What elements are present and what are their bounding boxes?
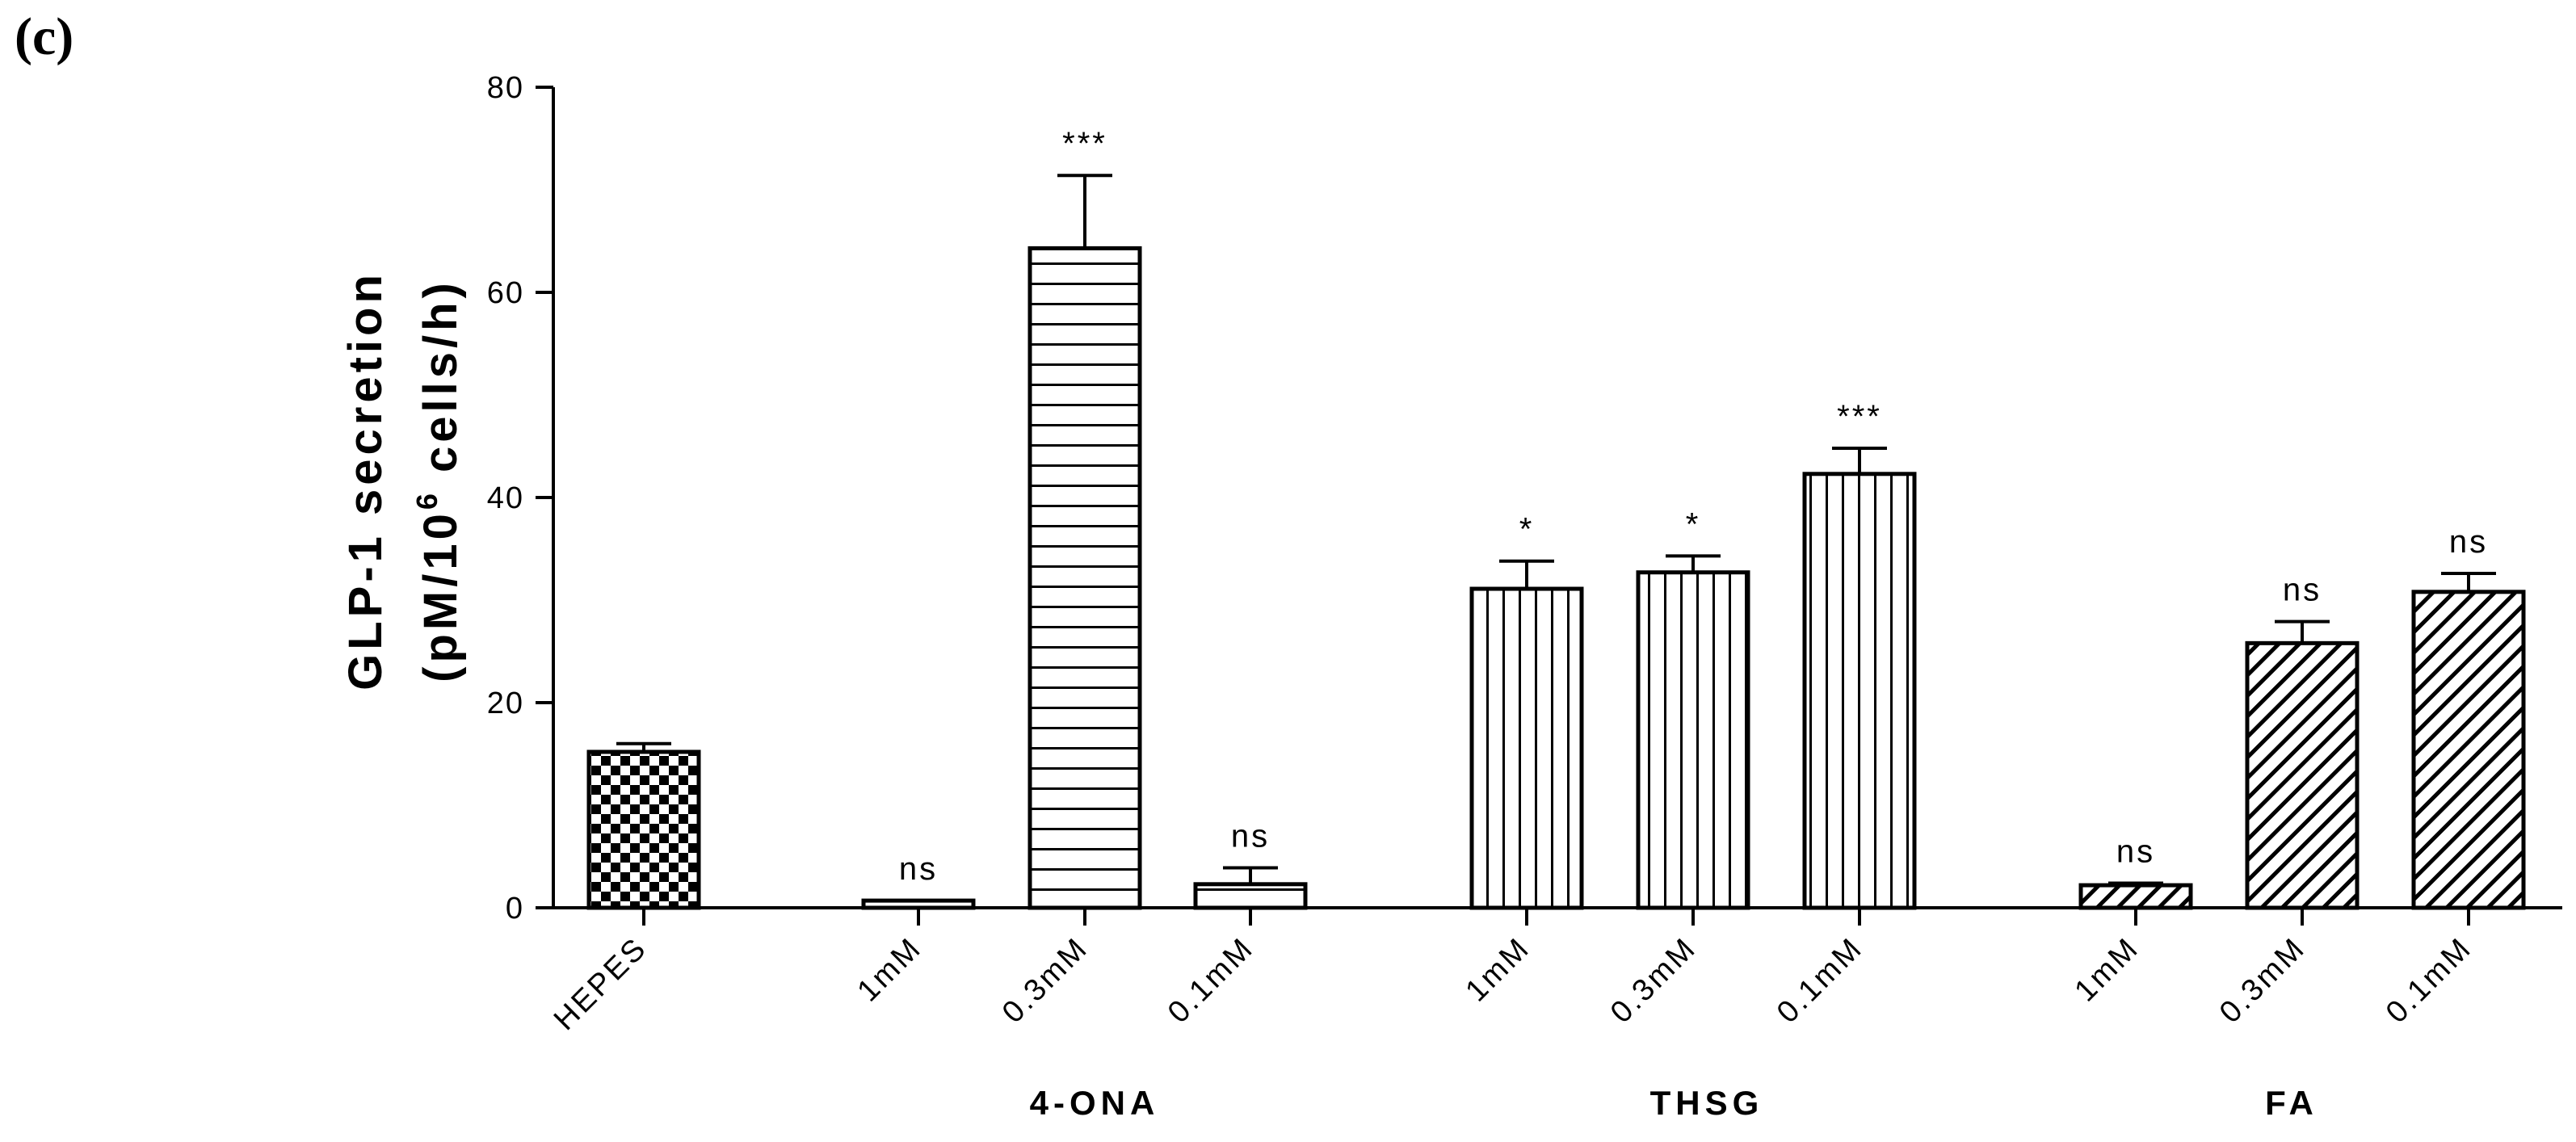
bar: [2245, 640, 2360, 910]
bar: [1802, 472, 1917, 910]
bar: [1193, 882, 1308, 910]
y-tick-label: 20: [487, 686, 524, 720]
significance-label: *: [1686, 506, 1701, 542]
significance-label: ns: [2283, 573, 2322, 608]
y-tick-label: 80: [487, 71, 524, 105]
category-label: 0.3mM: [2213, 931, 2312, 1030]
category-label: 0.1mM: [1162, 931, 1260, 1030]
bar: [861, 898, 976, 910]
bar: [2078, 883, 2193, 910]
panel-label: (c): [15, 7, 74, 66]
group-label: FA: [2265, 1084, 2318, 1122]
category-label: 0.3mM: [1604, 931, 1703, 1030]
category-label: HEPES: [548, 931, 653, 1037]
y-tick-label: 0: [506, 892, 524, 926]
significance-label: *: [1519, 512, 1535, 548]
category-label: 1mM: [851, 931, 929, 1009]
bar: [1027, 246, 1142, 910]
bar: [1469, 586, 1584, 910]
significance-label: ns: [1231, 818, 1270, 854]
category-label: 0.1mM: [1771, 931, 1869, 1030]
bar: [586, 749, 701, 910]
category-label: 1mM: [1460, 931, 1537, 1009]
significance-label: ns: [899, 851, 938, 887]
y-tick-label: 40: [487, 481, 524, 515]
significance-label: ***: [1062, 126, 1107, 162]
group-label: THSG: [1650, 1084, 1764, 1122]
category-label: 0.3mM: [996, 931, 1095, 1030]
significance-label: ns: [2116, 834, 2155, 870]
bar: [1636, 570, 1750, 910]
bar: [2411, 590, 2526, 910]
y-axis-label-line2: (pM/106 cells/h): [410, 279, 467, 682]
y-tick-label: 60: [487, 276, 524, 310]
category-label: 0.1mM: [2380, 931, 2478, 1030]
significance-label: ***: [1837, 399, 1882, 435]
category-label: 1mM: [2069, 931, 2146, 1009]
group-label: 4-ONA: [1030, 1084, 1160, 1122]
y-axis-label-line1: GLP-1 secretion: [339, 271, 392, 691]
significance-label: ns: [2449, 524, 2488, 560]
